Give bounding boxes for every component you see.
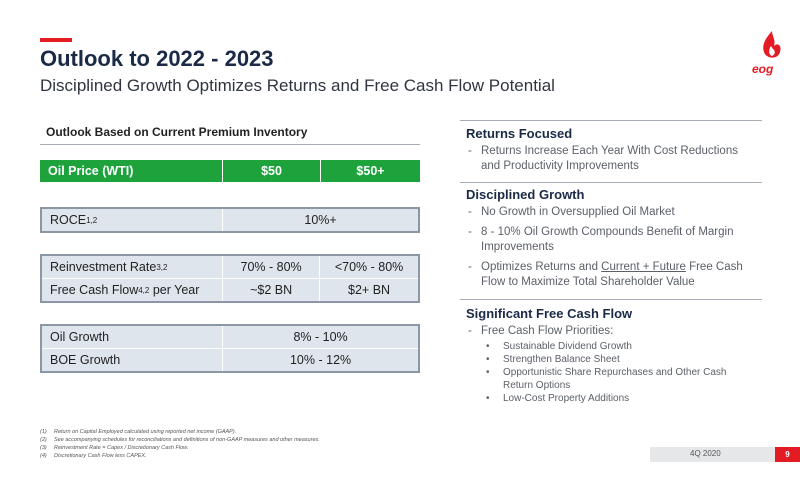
section: Returns Focused - Returns Increase Each Y… <box>460 122 760 177</box>
subitem: • Low-Cost Property Additions <box>486 393 630 404</box>
item: - Returns Increase Each Year With Cost Re… <box>468 145 738 172</box>
cell: $2+ BN <box>319 279 418 301</box>
footnote: (3) Reinvestment Rate = Capex / Discretio… <box>40 444 320 452</box>
label: Free Cash Flow <box>50 283 139 297</box>
label: per Year <box>149 283 200 297</box>
item-text: Free Cash Flow to Maximize Total Shareho… <box>481 261 746 288</box>
cell: $50+ <box>320 160 420 182</box>
footnote-num: (3) <box>40 445 47 451</box>
subitem-text: Low-Cost Property Additions <box>503 393 630 404</box>
section: Significant Free Cash Flow - Free Cash Fl… <box>460 302 760 405</box>
footnote-num: (4) <box>40 453 47 459</box>
divider <box>460 182 762 183</box>
item-text: Free Cash Flow Priorities: <box>481 325 614 337</box>
page-number: 9 <box>775 447 800 462</box>
subitem-text: Strengthen Balance Sheet <box>503 354 620 365</box>
logo: eog <box>752 62 774 76</box>
subitem-text: Opportunistic Share Repurchases and Othe… <box>503 367 727 391</box>
item-text: 8 - 10% Oil Growth Compounds Benefit of … <box>481 226 734 253</box>
footnote-text: Discretionary Cash Flow less CAPEX. <box>54 453 147 459</box>
item: - No Growth in Oversupplied Oil Market <box>468 206 675 218</box>
item-text: Optimizes Returns and <box>481 261 602 273</box>
item-text: Returns Increase Each Year With Cost Red… <box>481 145 738 172</box>
cell: Free Cash Flow 4,2 per Year <box>42 279 222 301</box>
item: - Free Cash Flow Priorities: <box>468 325 614 337</box>
item: -8 - 10% Oil Growth Compounds Benefit of… <box>468 226 734 253</box>
reinvest-box: Reinvestment Rate 3,2 70% - 80% <70% - 80… <box>40 254 420 303</box>
cell: BOE Growth <box>50 353 121 367</box>
item-text: Current + Future <box>601 261 686 273</box>
item-text: No Growth in Oversupplied Oil Market <box>481 206 675 218</box>
cell: <70% - 80% <box>319 256 418 278</box>
roce-box: ROCE 1,2 10%+ <box>40 207 420 233</box>
growth-box: Oil Growth 8% - 10% BOE Growth 10% - 12% <box>40 324 420 373</box>
section-heading: Disciplined Growth <box>466 187 585 202</box>
footnotes: (1) Return on Capital Employed calculated… <box>40 428 320 460</box>
label: ROCE <box>50 213 87 227</box>
footnote-num: (2) <box>40 437 47 443</box>
divider <box>40 144 420 145</box>
subitem: • Opportunistic Share Repurchases and Oth… <box>486 367 727 391</box>
cell: Oil Price (WTI) <box>48 164 134 178</box>
footnote-ref: 4,2 <box>138 285 150 295</box>
section: Disciplined Growth - No Growth in Oversup… <box>460 183 760 293</box>
footnote-ref: 3,2 <box>156 262 168 272</box>
reinvest-row: Reinvestment Rate 3,2 70% - 80% <70% - 80… <box>42 256 418 278</box>
fcf-row: Free Cash Flow 4,2 per Year ~$2 BN $2+ BN <box>42 278 418 301</box>
cell: Oil Growth <box>50 330 110 344</box>
cell: ROCE 1,2 <box>42 209 222 231</box>
growth-row: BOE Growth 10% - 12% <box>42 348 418 371</box>
table-heading: Outlook Based on Current Premium Invento… <box>46 125 308 139</box>
cell: 10%+ <box>222 209 418 231</box>
period: 4Q 2020 <box>690 449 721 458</box>
title: Outlook to 2022 - 2023 <box>40 46 274 71</box>
logo-flame <box>763 31 781 58</box>
footnote-text: Reinvestment Rate = Capex / Discretionar… <box>54 445 189 451</box>
section-heading: Significant Free Cash Flow <box>466 306 633 321</box>
footnote-num: (1) <box>40 429 47 435</box>
label: Reinvestment Rate <box>50 260 157 274</box>
cell: $50 <box>222 160 320 182</box>
accent-bar <box>40 38 72 42</box>
cell: Reinvestment Rate 3,2 <box>42 256 222 278</box>
footnote: (1) Return on Capital Employed calculated… <box>40 428 320 436</box>
footnote: (2) See accompanying schedules for reconc… <box>40 436 320 444</box>
cell: 70% - 80% <box>222 256 319 278</box>
divider <box>460 299 762 300</box>
section-heading: Returns Focused <box>466 126 573 141</box>
subitem: • Sustainable Dividend Growth <box>486 341 632 352</box>
price-row: Oil Price (WTI) $50 $50+ <box>40 160 420 182</box>
footnote-ref: 1,2 <box>86 215 98 225</box>
footnote: (4) Discretionary Cash Flow less CAPEX. <box>40 452 320 460</box>
cell: 10% - 12% <box>222 349 418 371</box>
cell: ~$2 BN <box>222 279 319 301</box>
footnote-text: Return on Capital Employed calculated us… <box>54 429 237 435</box>
subitem: • Strengthen Balance Sheet <box>486 354 620 365</box>
roce-row: ROCE 1,2 10%+ <box>42 209 418 231</box>
footer-bar <box>650 447 775 462</box>
subtitle: Disciplined Growth Optimizes Returns and… <box>40 76 555 95</box>
divider <box>460 120 762 121</box>
growth-row: Oil Growth 8% - 10% <box>42 326 418 348</box>
cell: 8% - 10% <box>222 326 418 348</box>
footnote-text: See accompanying schedules for reconcili… <box>54 437 320 443</box>
subitem-text: Sustainable Dividend Growth <box>503 341 632 352</box>
item: - Optimizes Returns and Current + Future … <box>468 261 746 288</box>
